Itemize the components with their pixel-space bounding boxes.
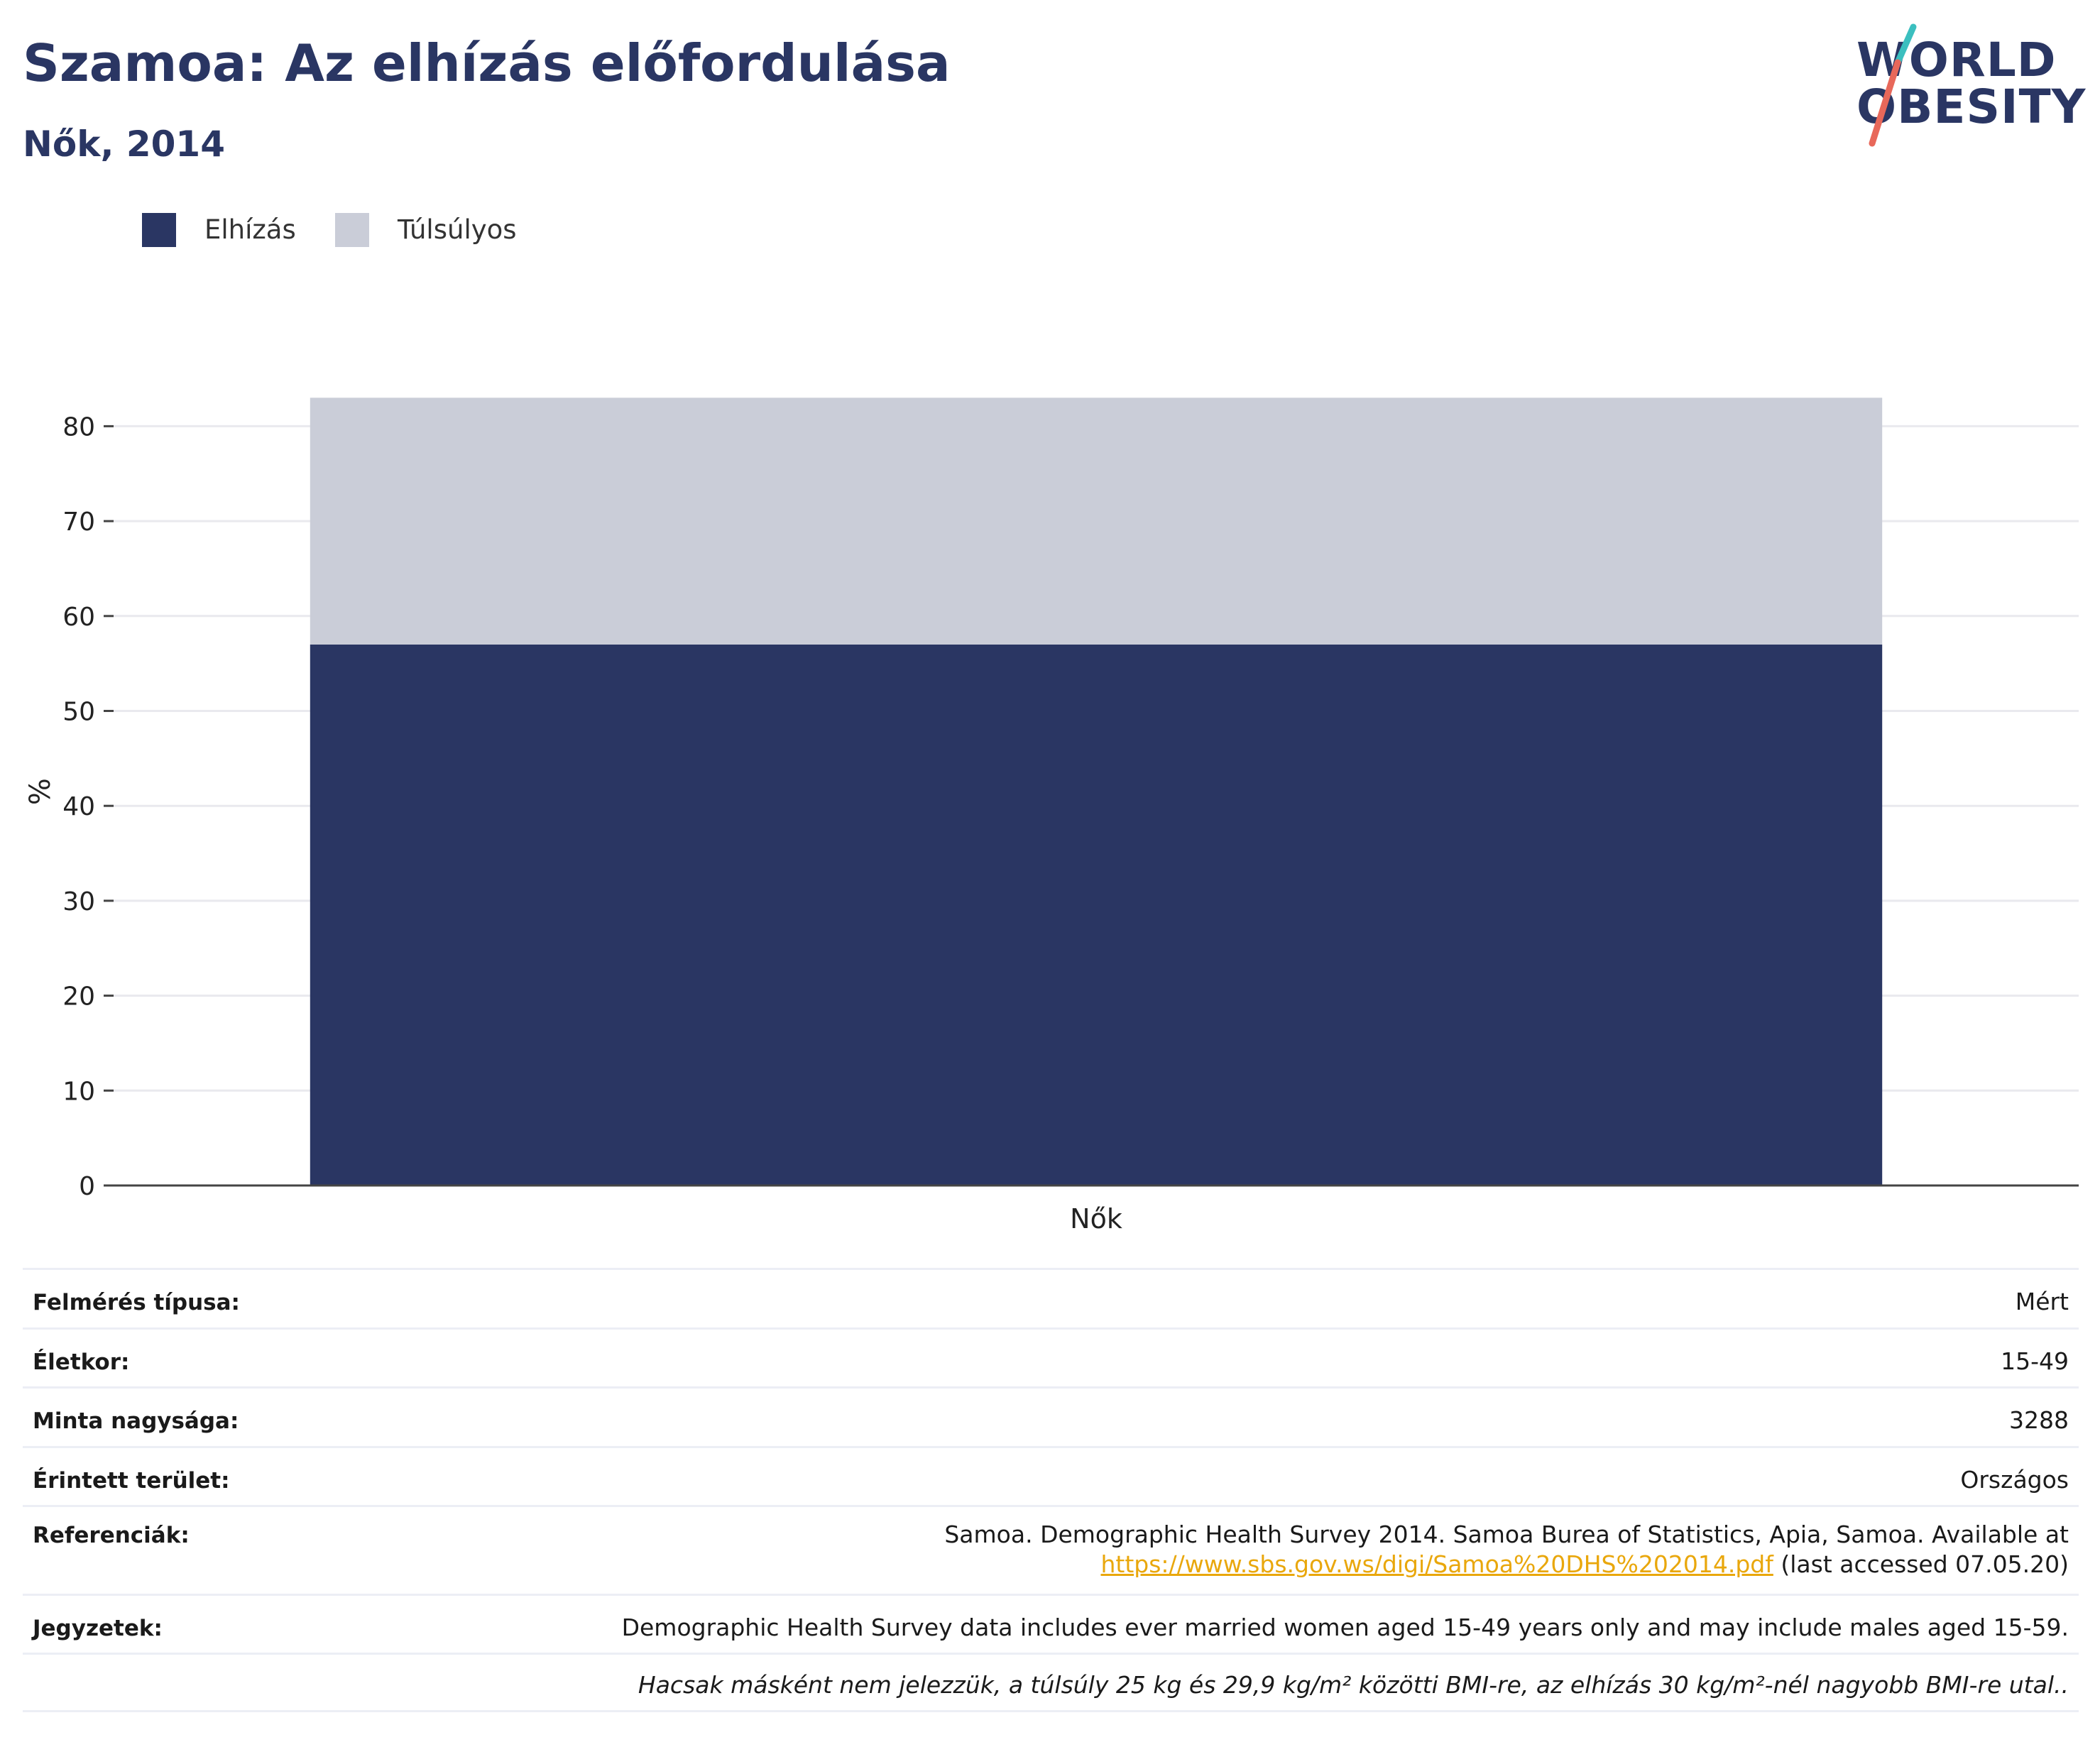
logo-word-obesity: OBESITY <box>1856 80 2087 134</box>
y-tick-label-0: 0 <box>79 1172 95 1201</box>
y-tick-label-10: 10 <box>62 1077 95 1106</box>
logo-word-world: WORLD <box>1856 33 2057 87</box>
y-tick-label-30: 30 <box>62 887 95 916</box>
info-row-age: Életkor: 15-49 <box>23 1327 2079 1386</box>
info-row-definition: Hacsak másként nem jelezzük, a túlsúly 2… <box>23 1653 2079 1712</box>
info-value-age: 15-49 <box>2001 1347 2069 1375</box>
info-label-notes: Jegyzetek: <box>33 1616 163 1641</box>
info-row-area: Érintett terület: Országos <box>23 1446 2079 1505</box>
legend-label-tulsulyos: Túlsúlyos <box>398 214 517 245</box>
y-tick-label-80: 80 <box>62 412 95 442</box>
y-tick-label-40: 40 <box>62 792 95 821</box>
info-row-survey-type: Felmérés típusa: Mért <box>23 1268 2079 1327</box>
info-value-references: Samoa. Demographic Health Survey 2014. S… <box>944 1507 2069 1579</box>
info-row-notes: Jegyzetek: Demographic Health Survey dat… <box>23 1594 2079 1653</box>
info-value-survey-type: Mért <box>2015 1288 2069 1315</box>
info-label-survey-type: Felmérés típusa: <box>33 1290 240 1315</box>
info-label-area: Érintett terület: <box>33 1468 230 1494</box>
legend-swatch-tulsulyos <box>335 213 369 247</box>
bar-chart: 0 10 20 30 40 50 60 70 80% Nők <box>24 398 2079 1234</box>
y-tick-label-20: 20 <box>62 982 95 1012</box>
x-tick-label-0: Nők <box>1070 1203 1122 1234</box>
info-value-area: Országos <box>1960 1466 2069 1494</box>
logo-slash-icon <box>1869 23 1917 147</box>
info-row-sample-size: Minta nagysága: 3288 <box>23 1386 2079 1446</box>
reference-text: Samoa. Demographic Health Survey 2014. S… <box>944 1521 2069 1548</box>
bar-layer <box>310 398 1883 1185</box>
y-tick-label-70: 70 <box>62 508 95 537</box>
info-value-notes: Demographic Health Survey data includes … <box>621 1614 2069 1641</box>
reference-suffix: (last accessed 07.05.20) <box>1773 1550 2069 1578</box>
axis-layer: 0 10 20 30 40 50 60 70 80% Nők <box>24 412 2079 1234</box>
bar-tulsulyos-0[interactable] <box>310 398 1883 645</box>
metadata-table: Felmérés típusa: Mért Életkor: 15-49 Min… <box>23 1268 2079 1712</box>
info-label-sample-size: Minta nagysága: <box>33 1408 239 1434</box>
reference-link[interactable]: https://www.sbs.gov.ws/digi/Samoa%20DHS%… <box>1100 1550 1773 1578</box>
world-obesity-logo[interactable]: WORLD OBESITY <box>1849 21 2087 149</box>
chart-title: Szamoa: Az elhízás előfordulása <box>23 33 951 93</box>
info-label-references: Referenciák: <box>33 1523 190 1548</box>
info-value-sample-size: 3288 <box>2009 1406 2069 1434</box>
info-row-references: Referenciák: Samoa. Demographic Health S… <box>23 1505 2079 1594</box>
legend-label-elhizas: Elhízás <box>204 214 296 245</box>
legend-swatch-elhizas <box>142 213 176 247</box>
chart-subtitle: Nők, 2014 <box>23 124 226 165</box>
bar-elhizas-0[interactable] <box>310 644 1883 1185</box>
y-tick-label-60: 60 <box>62 603 95 632</box>
info-value-definition: Hacsak másként nem jelezzük, a túlsúly 2… <box>638 1671 2069 1699</box>
y-tick-label-50: 50 <box>62 698 95 727</box>
y-axis-label: % <box>24 778 57 805</box>
info-label-age: Életkor: <box>33 1349 130 1375</box>
